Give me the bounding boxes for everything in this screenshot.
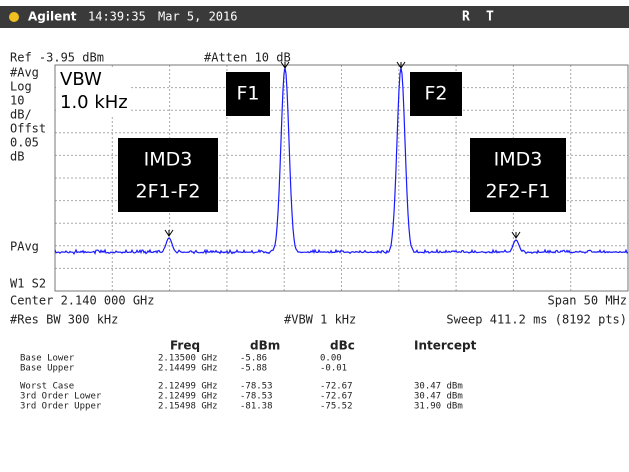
marker	[280, 61, 290, 69]
table-cell: Worst Case	[20, 382, 74, 392]
vbw: #VBW 1 kHz	[284, 313, 356, 327]
table-cell: Base Lower	[20, 354, 75, 364]
pavg: PAvg	[10, 240, 39, 254]
scale-label: Offst	[10, 122, 46, 136]
table-header: dBc	[330, 339, 355, 353]
imd-right-formula: 2F2-F1	[486, 181, 551, 203]
table-cell: -5.88	[240, 364, 267, 374]
scale-label: 0.05	[10, 136, 39, 150]
date: Mar 5, 2016	[158, 10, 237, 24]
table-cell: 30.47 dBm	[414, 382, 463, 392]
flag: T	[486, 10, 494, 25]
scale-label: dB/	[10, 108, 32, 122]
table-cell: -81.38	[240, 402, 273, 412]
table-cell: -78.53	[240, 392, 273, 402]
table-header: dBm	[250, 339, 280, 353]
marker	[396, 61, 406, 69]
table-cell: 2.13500 GHz	[158, 354, 218, 364]
graticule-frame	[54, 64, 629, 292]
table-cell: -75.52	[320, 402, 353, 412]
vbw-label: VBW	[60, 69, 102, 90]
table-cell: 2.14499 GHz	[158, 364, 218, 374]
w1s2: W1 S2	[10, 277, 46, 291]
table-cell: 0.00	[320, 354, 342, 364]
imd-right-box	[470, 138, 566, 212]
scale-label: 10	[10, 94, 24, 108]
table-cell: -0.01	[320, 364, 347, 374]
vbw-value: 1.0 kHz	[60, 92, 128, 113]
logo-icon	[9, 12, 19, 22]
trace	[54, 67, 629, 255]
flag: R	[462, 10, 470, 25]
table-cell: 3rd Order Upper	[20, 402, 102, 412]
table-cell: Base Upper	[20, 364, 75, 374]
atten: #Atten 10 dB	[204, 51, 291, 65]
f2-box	[410, 72, 462, 116]
center-freq: Center 2.140 000 GHz	[10, 294, 155, 308]
f1-box	[226, 72, 270, 116]
res-bw: #Res BW 300 kHz	[10, 313, 118, 327]
table-header: Freq	[170, 339, 200, 353]
table-header: Intercept	[414, 339, 477, 353]
scale-label: dB	[10, 150, 24, 164]
header-bar	[0, 6, 629, 28]
marker	[164, 229, 174, 237]
table-cell: 31.90 dBm	[414, 402, 463, 412]
table-cell: 2.12499 GHz	[158, 392, 218, 402]
table-cell: -72.67	[320, 382, 353, 392]
imd-right-title: IMD3	[494, 149, 543, 171]
scale-label: #Avg	[10, 66, 39, 80]
table-cell: -78.53	[240, 382, 273, 392]
table-cell: -72.67	[320, 392, 353, 402]
imd-left-box	[118, 138, 218, 212]
brand: Agilent	[28, 10, 77, 24]
table-cell: 3rd Order Lower	[20, 392, 102, 402]
imd-left-formula: 2F1-F2	[136, 181, 201, 203]
table-cell: 30.47 dBm	[414, 392, 463, 402]
ref-level: Ref -3.95 dBm	[10, 51, 104, 65]
imd-left-title: IMD3	[144, 149, 193, 171]
scale-label: Log	[10, 80, 32, 94]
span: Span 50 MHz	[548, 294, 627, 308]
time: 14:39:35	[88, 10, 146, 24]
table-cell: 2.12499 GHz	[158, 382, 218, 392]
table-cell: -5.86	[240, 354, 267, 364]
markers	[164, 61, 521, 239]
f2-label: F2	[424, 83, 447, 105]
table-cell: 2.15498 GHz	[158, 402, 218, 412]
f1-label: F1	[236, 83, 259, 105]
sweep: Sweep 411.2 ms (8192 pts)	[446, 313, 627, 327]
vbw-box	[56, 67, 130, 115]
marker	[511, 231, 521, 239]
